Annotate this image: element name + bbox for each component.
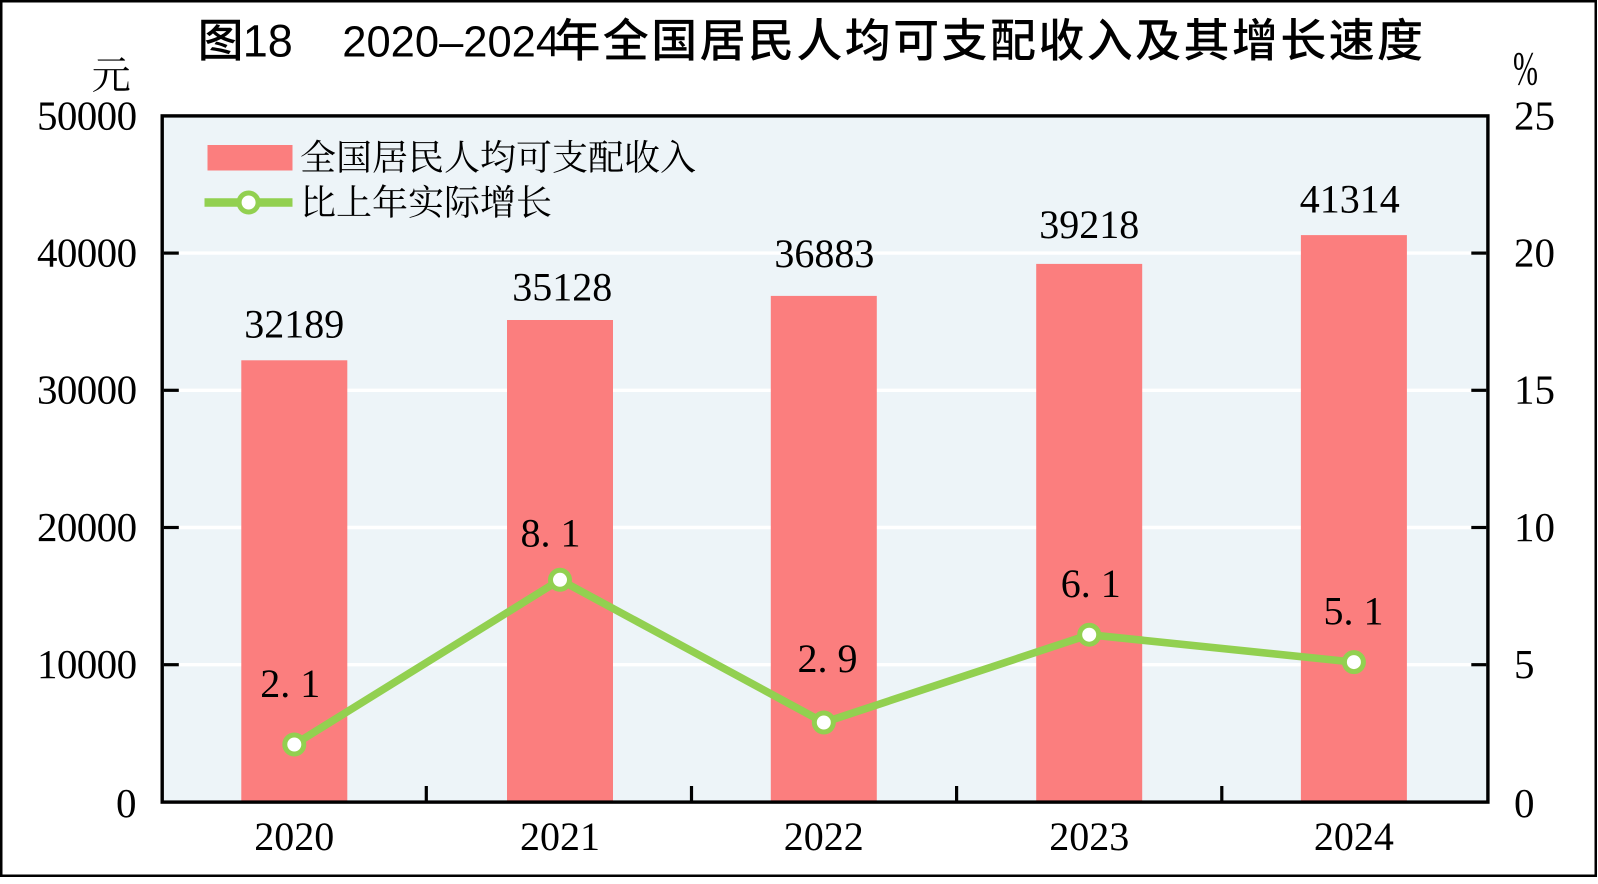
svg-text:36883: 36883 bbox=[774, 231, 874, 276]
svg-text:25: 25 bbox=[1514, 92, 1555, 138]
svg-text:5. 1: 5. 1 bbox=[1324, 589, 1384, 634]
svg-text:%: % bbox=[1513, 41, 1538, 95]
svg-text:2020–2024: 2020–2024 bbox=[342, 19, 560, 67]
svg-text:41314: 41314 bbox=[1300, 177, 1400, 222]
svg-text:20000: 20000 bbox=[37, 504, 137, 550]
svg-text:30000: 30000 bbox=[37, 367, 137, 413]
svg-text:2022: 2022 bbox=[784, 814, 864, 859]
svg-text:6. 1: 6. 1 bbox=[1061, 561, 1121, 606]
svg-text:0: 0 bbox=[116, 780, 137, 826]
svg-text:40000: 40000 bbox=[37, 230, 137, 276]
svg-text:35128: 35128 bbox=[512, 265, 612, 310]
svg-text:5: 5 bbox=[1514, 641, 1535, 687]
svg-text:8. 1: 8. 1 bbox=[521, 511, 581, 556]
svg-text:2021: 2021 bbox=[520, 814, 600, 859]
svg-text:2020: 2020 bbox=[254, 814, 334, 859]
svg-text:20: 20 bbox=[1514, 230, 1555, 276]
svg-text:2023: 2023 bbox=[1049, 814, 1129, 859]
svg-text:15: 15 bbox=[1514, 367, 1555, 413]
svg-text:10000: 10000 bbox=[37, 641, 137, 687]
svg-text:39218: 39218 bbox=[1039, 202, 1139, 247]
svg-text:32189: 32189 bbox=[244, 302, 344, 347]
svg-text:2024: 2024 bbox=[1314, 814, 1394, 859]
svg-text:2. 9: 2. 9 bbox=[798, 636, 858, 681]
svg-text:18: 18 bbox=[243, 16, 293, 67]
svg-text:0: 0 bbox=[1514, 780, 1535, 826]
svg-text:50000: 50000 bbox=[37, 92, 137, 138]
svg-text:10: 10 bbox=[1514, 504, 1555, 550]
svg-text:2. 1: 2. 1 bbox=[260, 661, 320, 706]
